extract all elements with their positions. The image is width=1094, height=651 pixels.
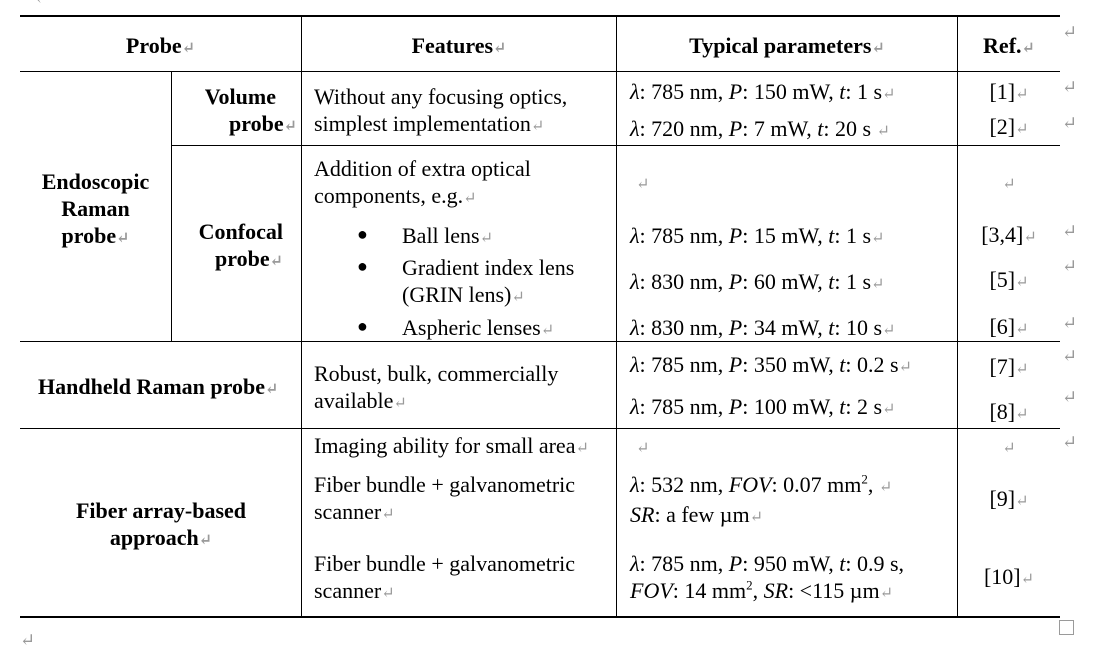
end-of-row-mark: ↵	[1062, 387, 1078, 407]
fiber-row-1-ref: [9]↵	[989, 486, 1029, 511]
confocal-param-empty: ↵	[636, 176, 650, 193]
end-of-row-mark: ↵	[1062, 22, 1078, 42]
header-features: Features↵	[411, 33, 507, 58]
fiber-feature-intro: Imaging ability for small area↵	[314, 433, 589, 458]
confocal-probe-label: Confocal probe↵	[198, 219, 283, 271]
confocal-ref-1: [3,4]↵	[981, 222, 1037, 247]
volume-probe-features: Without any focusing optics, simplest im…	[314, 84, 568, 136]
header-rule	[20, 71, 1060, 72]
handheld-ref-2: [8]↵	[989, 399, 1029, 424]
handheld-param-row-1: λ: 785 nm, P: 350 mW, t: 0.2 s↵	[630, 352, 912, 377]
bullet-dot: ●	[357, 256, 368, 276]
endoscopic-handheld-rule	[20, 341, 1060, 342]
end-of-row-mark: ↵	[1062, 432, 1078, 452]
fiber-ref-empty: ↵	[1002, 440, 1016, 457]
paragraph-mark: ↵	[20, 630, 36, 650]
table-resize-handle[interactable]	[1059, 620, 1074, 635]
endoscopic-raman-probe-label: Endoscopic Raman probe↵	[41, 169, 150, 248]
handheld-fiber-rule	[20, 428, 1060, 429]
confocal-probe-features: Addition of extra optical components, e.…	[314, 156, 531, 208]
bullet-grin-lens: Gradient index lens (GRIN lens)↵	[402, 255, 575, 307]
confocal-param-row-3: λ: 830 nm, P: 34 mW, t: 10 s↵	[630, 315, 896, 340]
fiber-param-empty: ↵	[636, 440, 650, 457]
bullet-ball-lens: Ball lens↵	[402, 223, 494, 248]
confocal-ref-3: [6]↵	[989, 314, 1029, 339]
handheld-raman-probe-label: Handheld Raman probe↵	[38, 374, 279, 399]
bullet-dot: ●	[357, 224, 368, 244]
fiber-row-2-features: Fiber bundle + galvanometric scanner↵	[314, 551, 576, 603]
end-of-row-mark: ↵	[1062, 256, 1078, 276]
confocal-ref-empty: ↵	[1002, 176, 1016, 193]
end-of-row-mark: ↵	[1062, 313, 1078, 333]
col-divider-features	[301, 16, 302, 617]
confocal-param-row-1: λ: 785 nm, P: 15 mW, t: 1 s↵	[630, 223, 885, 248]
col-divider-params	[616, 16, 617, 617]
confocal-ref-2: [5]↵	[989, 267, 1029, 292]
handheld-param-row-2: λ: 785 nm, P: 100 mW, t: 2 s↵	[630, 394, 896, 419]
header-typical-parameters: Typical parameters↵	[689, 33, 885, 58]
fiber-row-2-params: λ: 785 nm, P: 950 mW, t: 0.9 s, FOV: 14 …	[630, 551, 905, 603]
table-top-rule	[20, 15, 1060, 17]
volume-param-row-1: λ: 785 nm, P: 150 mW, t: 1 s↵	[630, 79, 896, 104]
fiber-row-1-params: λ: 532 nm, FOV: 0.07 mm2, ↵ SR: a few µm…	[630, 471, 893, 527]
col-divider-ref	[957, 16, 958, 617]
header-ref: Ref.↵	[983, 33, 1035, 58]
end-of-row-mark: ↵	[1062, 221, 1078, 241]
end-of-row-mark: ↵	[1062, 113, 1078, 133]
handheld-features: Robust, bulk, commercially available↵	[314, 361, 559, 413]
end-of-row-mark: ↵	[1062, 346, 1078, 366]
end-of-row-mark: ↵	[1062, 77, 1078, 97]
fiber-row-2-ref: [10]↵	[983, 564, 1035, 589]
table-bottom-rule	[20, 616, 1060, 618]
fiber-row-1-features: Fiber bundle + galvanometric scanner↵	[314, 472, 576, 524]
paragraph-mark: ↵	[34, 0, 49, 9]
confocal-param-row-2: λ: 830 nm, P: 60 mW, t: 1 s↵	[630, 269, 885, 294]
fiber-array-approach-label: Fiber array-based approach↵	[75, 498, 247, 550]
bullet-aspheric-lenses: Aspheric lenses↵	[402, 315, 555, 340]
volume-probe-label: Volume probe↵	[204, 84, 297, 136]
volume-param-row-2: λ: 720 nm, P: 7 mW, t: 20 s ↵	[630, 116, 890, 141]
volume-ref-2: [2]↵	[989, 114, 1029, 139]
header-probe: Probe↵	[125, 33, 196, 58]
bullet-dot: ●	[357, 316, 368, 336]
col-divider-subprobe	[171, 72, 172, 341]
handheld-ref-1: [7]↵	[989, 354, 1029, 379]
volume-ref-1: [1]↵	[989, 79, 1029, 104]
